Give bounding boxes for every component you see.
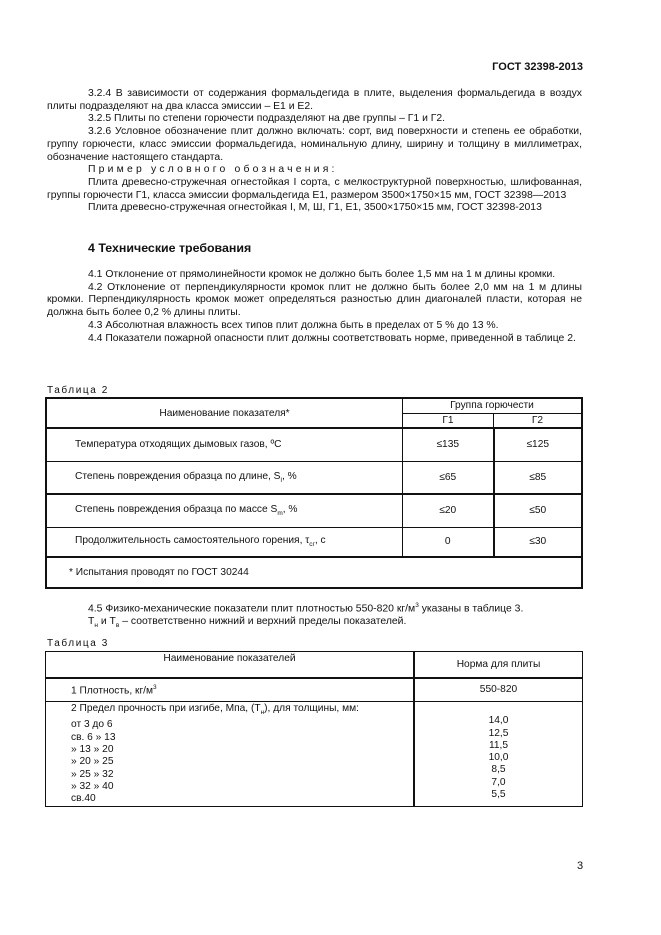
thickness-range: » 32 » 40: [71, 780, 114, 792]
page-number: 3: [577, 860, 584, 872]
strength-value: 8,5: [491, 764, 506, 776]
thickness-range: » 25 » 32: [71, 768, 114, 780]
table-row: Степень повреждения образца по длине, Sl…: [45, 460, 583, 495]
example-label: Пример условного обозначения:: [88, 164, 338, 176]
table-row: Температура отходящих дымовых газов, ºС …: [45, 427, 583, 462]
row-name: Температура отходящих дымовых газов, ºС: [45, 427, 403, 462]
thickness-range: св. 6 » 13: [71, 731, 116, 743]
strength-value: 5,5: [491, 789, 506, 801]
paragraph-4-3: 4.3 Абсолютная влажность всех типов плит…: [88, 319, 499, 331]
section-3-text: 3.2.4 В зависимости от содержания формал…: [47, 88, 582, 215]
section-4-title: 4 Технические требования: [88, 241, 252, 255]
row-name: Продолжительность самостоятельного горен…: [45, 526, 403, 558]
table-row: 2 Предел прочность при изгибе, Мпа, (Тн)…: [45, 700, 583, 808]
table-3: Наименование показателей Норма для плиты…: [45, 651, 583, 808]
paragraph-4-4: 4.4 Показатели пожарной опасности плит д…: [88, 332, 576, 344]
table-2-header-g2: Г2: [493, 412, 583, 429]
table-3-header-norm: Норма для плиты: [413, 651, 583, 678]
row-g2: ≤30: [492, 526, 583, 558]
table-3-header-name: Наименование показателей: [45, 651, 415, 678]
table-2-header-g1: Г1: [402, 412, 494, 429]
row-name: Степень повреждения образца по длине, Sl…: [45, 460, 403, 495]
table-2-header-group: Группа горючести: [402, 397, 583, 414]
table-row: 1 Плотность, кг/м3 550-820: [45, 677, 583, 702]
row-g2: ≤50: [492, 493, 583, 528]
document-header-id: ГОСТ 32398-2013: [492, 61, 583, 73]
row-values: 14,0 12,5 11,5 10,0 8,5 7,0 5,5: [413, 700, 583, 808]
table-row: Степень повреждения образца по массе Sm,…: [45, 493, 583, 528]
thickness-range: св.40: [71, 793, 96, 805]
paragraph-4-5: 4.5 Физико-механические показатели плит …: [88, 602, 524, 630]
row-name: 1 Плотность, кг/м3: [45, 677, 415, 702]
paragraph-4-1: 4.1 Отклонение от прямолинейности кромок…: [88, 269, 556, 280]
paragraph-3-2-4: 3.2.4 В зависимости от содержания формал…: [47, 88, 582, 112]
row-g1: ≤20: [402, 493, 494, 528]
strength-value: 12,5: [488, 727, 509, 739]
row-g2: ≤125: [492, 427, 583, 462]
strength-value: 10,0: [488, 752, 509, 764]
paragraph-4-2: 4.2 Отклонение от перпендикулярности кро…: [47, 281, 582, 319]
row-value: 550-820: [413, 677, 583, 702]
row-g1: 0: [402, 526, 494, 558]
paragraph-3-2-6: 3.2.6 Условное обозначение плит должно в…: [47, 126, 582, 163]
row-name: 2 Предел прочность при изгибе, Мпа, (Тн)…: [45, 700, 415, 808]
table-2-header-name: Наименование показателя*: [45, 397, 403, 429]
example-line-1: Плита древесно-стружечная огнестойкая I …: [47, 176, 582, 201]
section-4-text: 4.1 Отклонение от прямолинейности кромок…: [47, 269, 582, 345]
thickness-range: » 13 » 20: [71, 743, 114, 755]
example-line-2: Плита древесно-стружечная огнестойкая I,…: [88, 202, 542, 214]
table-2: Наименование показателя* Группа горючест…: [45, 397, 583, 589]
strength-value: 11,5: [488, 739, 509, 751]
row-g1: ≤65: [402, 460, 494, 495]
thickness-range: » 20 » 25: [71, 756, 114, 768]
strength-value: 14,0: [488, 715, 509, 727]
table-3-caption: Таблица 3: [47, 638, 109, 649]
row-g2: ≤85: [492, 460, 583, 495]
row-g1: ≤135: [402, 427, 494, 462]
table-2-caption: Таблица 2: [47, 385, 109, 396]
thickness-range: от 3 до 6: [71, 719, 113, 731]
table-2-footnote: * Испытания проводят по ГОСТ 30244: [45, 556, 583, 589]
strength-value: 7,0: [491, 776, 506, 788]
row-name: Степень повреждения образца по массе Sm,…: [45, 493, 403, 528]
table-row: Продолжительность самостоятельного горен…: [45, 526, 583, 558]
paragraph-3-2-5: 3.2.5 Плиты по степени горючести подразд…: [88, 113, 446, 125]
